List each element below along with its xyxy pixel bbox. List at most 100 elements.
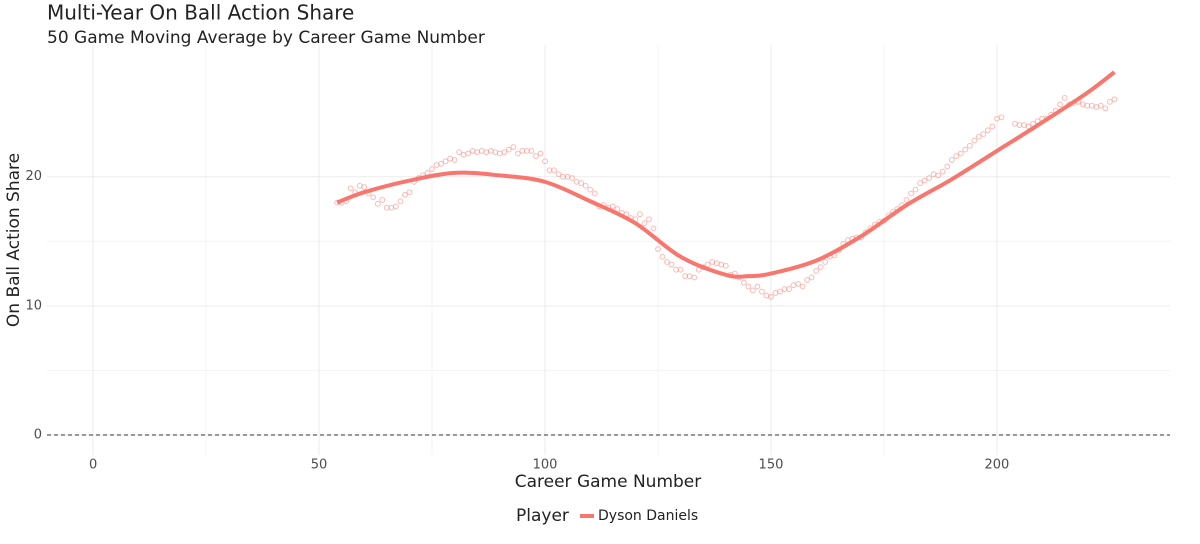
- data-point: [361, 184, 368, 190]
- data-point: [537, 150, 544, 157]
- data-point: [948, 157, 955, 163]
- smooth-line: [336, 70, 1116, 279]
- data-point: [989, 123, 996, 130]
- data-point: [804, 277, 811, 283]
- y-tick-label: 0: [34, 427, 42, 442]
- data-point: [555, 171, 562, 178]
- data-point: [591, 190, 598, 197]
- data-point: [587, 186, 594, 193]
- legend-title: Player: [516, 506, 569, 526]
- data-point: [935, 172, 942, 179]
- data-point: [921, 177, 928, 184]
- data-point: [569, 175, 576, 181]
- y-tick-label: 10: [25, 298, 42, 313]
- data-point: [510, 144, 517, 150]
- data-point: [677, 266, 684, 273]
- data-point: [668, 261, 675, 268]
- data-point: [908, 190, 914, 197]
- data-point: [438, 160, 444, 167]
- data-point: [966, 142, 973, 149]
- data-point: [456, 149, 463, 156]
- data-point: [822, 259, 829, 265]
- data-point: [704, 261, 711, 268]
- data-point: [980, 131, 987, 138]
- data-point: [542, 158, 548, 165]
- x-tick-label: 200: [985, 458, 1010, 473]
- data-point: [533, 153, 539, 159]
- data-point: [397, 198, 404, 205]
- data-point: [501, 149, 508, 156]
- data-point: [953, 153, 960, 159]
- data-point: [944, 163, 951, 170]
- data-point: [777, 288, 783, 295]
- data-point: [659, 253, 666, 260]
- data-point: [1061, 95, 1068, 101]
- data-point: [926, 175, 933, 181]
- data-point: [1106, 98, 1113, 105]
- data-point: [691, 274, 698, 281]
- data-point: [768, 293, 774, 300]
- y-tick-label: 20: [25, 169, 42, 184]
- data-point: [795, 280, 801, 287]
- data-point: [551, 167, 557, 174]
- data-point: [650, 225, 657, 232]
- data-point: [528, 147, 535, 154]
- data-point: [664, 259, 670, 265]
- data-point: [505, 146, 512, 153]
- data-point: [347, 185, 354, 192]
- data-point: [442, 158, 449, 165]
- data-point: [402, 191, 408, 198]
- data-point: [641, 220, 648, 227]
- data-point: [984, 127, 991, 134]
- x-axis-label: Career Game Number: [515, 472, 702, 492]
- data-point: [971, 137, 978, 144]
- data-point: [903, 197, 910, 203]
- data-point: [975, 133, 982, 140]
- x-tick-label: 100: [533, 458, 558, 473]
- y-axis-label: On Ball Action Share: [4, 153, 24, 327]
- data-point: [745, 283, 752, 290]
- data-point: [813, 268, 820, 274]
- data-point: [465, 150, 472, 157]
- data-point: [939, 168, 946, 175]
- data-point: [754, 283, 761, 290]
- data-point: [817, 264, 824, 271]
- data-point: [406, 189, 413, 196]
- data-point: [749, 287, 756, 294]
- data-point: [808, 274, 815, 281]
- data-point: [957, 150, 964, 157]
- data-point: [722, 262, 729, 269]
- data-point: [759, 288, 765, 295]
- data-point: [1102, 105, 1109, 112]
- data-point: [379, 197, 386, 203]
- legend-label: Dyson Daniels: [598, 508, 698, 524]
- data-point: [912, 186, 919, 193]
- chart-subtitle: 50 Game Moving Average by Career Game Nu…: [47, 28, 485, 48]
- data-point: [1097, 102, 1104, 109]
- data-point: [609, 203, 616, 210]
- data-point: [962, 146, 969, 153]
- data-point: [451, 157, 458, 163]
- x-tick-label: 50: [311, 458, 328, 473]
- data-point: [514, 150, 521, 157]
- chart-title: Multi-Year On Ball Action Share: [47, 1, 354, 25]
- x-tick-label: 0: [89, 458, 97, 473]
- data-point: [578, 180, 585, 187]
- data-point: [655, 246, 661, 252]
- data-point: [799, 283, 806, 290]
- data-point: [637, 211, 643, 218]
- data-point: [374, 200, 381, 207]
- data-point: [582, 182, 589, 189]
- data-point: [740, 279, 747, 286]
- data-point: [786, 286, 792, 292]
- data-point: [646, 216, 652, 223]
- data-point: [917, 180, 923, 187]
- data-point: [1111, 96, 1118, 103]
- x-tick-label: 150: [759, 458, 784, 473]
- data-point: [429, 166, 435, 172]
- data-point: [998, 114, 1005, 121]
- data-point: [370, 194, 377, 201]
- data-point: [1057, 101, 1064, 108]
- data-point: [392, 203, 399, 210]
